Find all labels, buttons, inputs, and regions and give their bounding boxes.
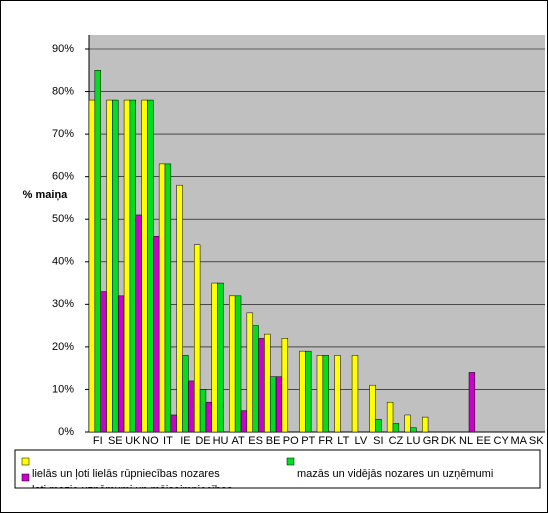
bar [199,389,207,433]
y-tick-label: 90% [52,43,74,55]
legend [14,449,541,489]
bar [153,235,160,433]
x-tick-label: LT [337,435,349,447]
bar [468,372,476,433]
bar [193,244,201,433]
x-tick-label: FI [93,435,103,447]
bar [392,423,400,433]
bar [299,350,306,433]
bar [252,325,259,433]
legend-swatch [286,457,295,466]
bar [106,99,113,433]
bar [164,163,172,433]
bar [188,380,195,433]
legend-label: lielās un ļoti lielās rūpniecības nozare… [32,468,220,480]
bar [129,99,137,433]
bar [275,376,283,433]
y-tick-label: 70% [52,128,74,140]
x-tick-label: SE [108,435,123,447]
bar [281,338,289,433]
bar [147,99,154,433]
bar [375,418,382,433]
bar [258,338,265,433]
bar [158,163,166,433]
bar [264,333,271,433]
x-tick-label: LU [406,435,420,447]
legend-label: mazās un vidējās nozares un uzņēmumi [297,468,493,480]
bar [334,355,341,433]
bar [141,99,148,433]
legend-swatch [21,473,30,482]
bar [410,427,417,433]
bar [205,401,213,433]
legend-swatch [21,457,30,466]
x-tick-label: NL [459,435,473,447]
bar [351,355,359,433]
x-tick-label: DE [195,435,210,447]
bar [322,355,329,433]
bar [240,410,248,433]
y-tick-label: 80% [52,85,74,97]
bar [211,282,218,433]
bar [100,291,107,433]
y-tick-label: 40% [52,256,74,268]
y-tick-label: 20% [52,341,74,353]
y-tick-label: 60% [52,171,74,183]
bar [246,312,253,433]
bar [117,295,125,433]
bar [94,70,101,433]
bar [404,414,411,433]
x-tick-label: EE [476,435,491,447]
bar [217,282,224,433]
y-tick-label: 10% [52,383,74,395]
x-tick-label: UK [125,435,141,447]
x-tick-label: NO [142,435,159,447]
x-tick-label: HU [213,435,229,447]
y-axis-label: % maiņa [23,189,69,201]
bar [229,295,236,433]
bar [123,99,131,433]
x-tick-label: IE [180,435,190,447]
bar [305,350,312,433]
bar [386,401,394,433]
x-tick-label: AT [231,435,245,447]
bar [269,376,277,433]
x-tick-label: ES [248,435,263,447]
bar [176,184,183,433]
x-tick-label: BE [266,435,281,447]
y-tick-label: 0% [58,426,74,438]
x-tick-label: IT [163,435,173,447]
bar [170,414,177,433]
bar [88,99,96,433]
bar [369,384,376,433]
x-tick-label: LV [355,435,368,447]
x-tick-label: PT [301,435,315,447]
y-tick-label: 30% [52,298,74,310]
bar [112,99,119,433]
x-tick-label: CZ [389,435,404,447]
y-tick-label: 50% [52,213,74,225]
x-tick-label: SI [373,435,383,447]
bar [182,355,189,433]
x-tick-label: CY [494,435,510,447]
x-tick-label: SK [529,435,544,447]
x-tick-label: DK [441,435,457,447]
bar [135,214,142,433]
bar [234,295,242,433]
x-tick-label: PO [283,435,299,447]
x-tick-label: FR [318,435,333,447]
bar [421,416,429,433]
x-tick-label: GR [423,435,440,447]
bar [316,355,324,433]
x-tick-label: MA [510,435,527,447]
legend-label: ļoti mazie uzņēmumi un mājsaimniecības [32,484,233,496]
